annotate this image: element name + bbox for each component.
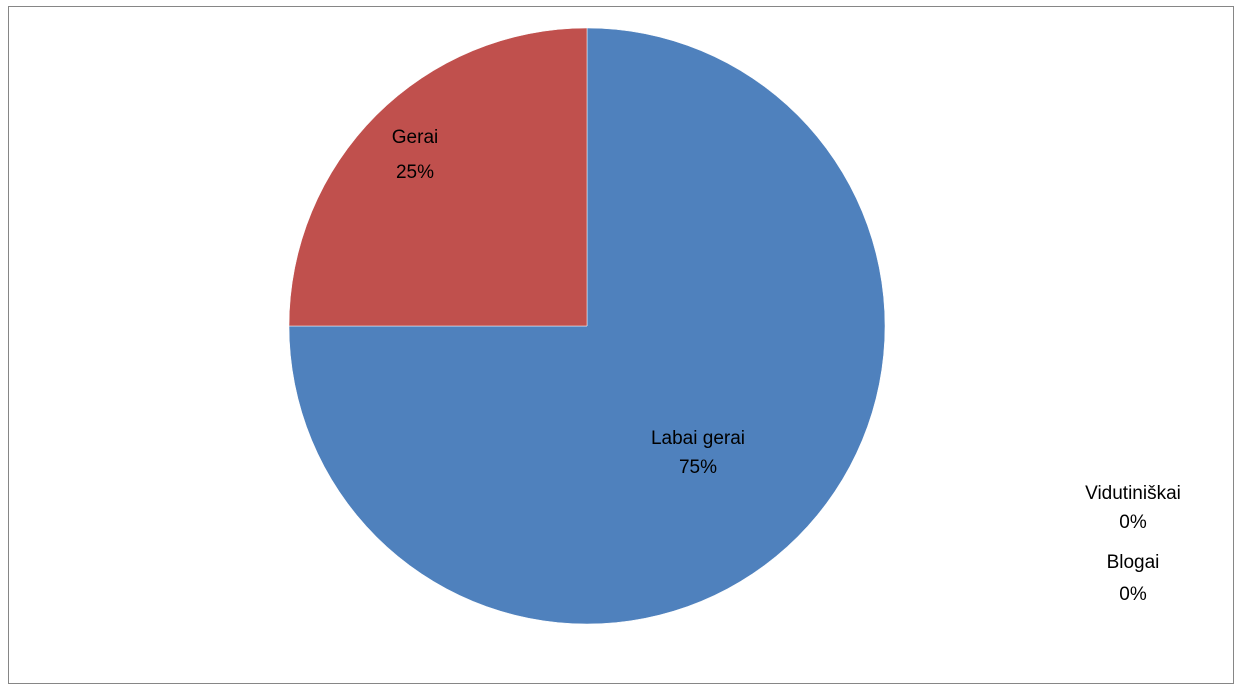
slice-label-gerai-name: Gerai — [392, 127, 438, 148]
slice-label-labai-gerai-percent: 75% — [679, 457, 717, 478]
pie-slice-gerai — [288, 27, 588, 327]
slice-label-vidutiniskai-name: Vidutiniškai — [1085, 483, 1181, 504]
pie-labels: Labai gerai 75% Gerai 25% Vidutiniškai 0… — [392, 127, 1181, 605]
slice-label-gerai-percent: 25% — [396, 162, 434, 183]
slice-label-vidutiniskai-percent: 0% — [1119, 512, 1147, 533]
slice-label-blogai-name: Blogai — [1107, 552, 1160, 573]
slice-label-blogai-percent: 0% — [1119, 584, 1147, 605]
slice-label-labai-gerai-name: Labai gerai — [651, 428, 745, 449]
pie-slice-labai-gerai — [288, 27, 886, 625]
pie-slices — [288, 27, 886, 625]
